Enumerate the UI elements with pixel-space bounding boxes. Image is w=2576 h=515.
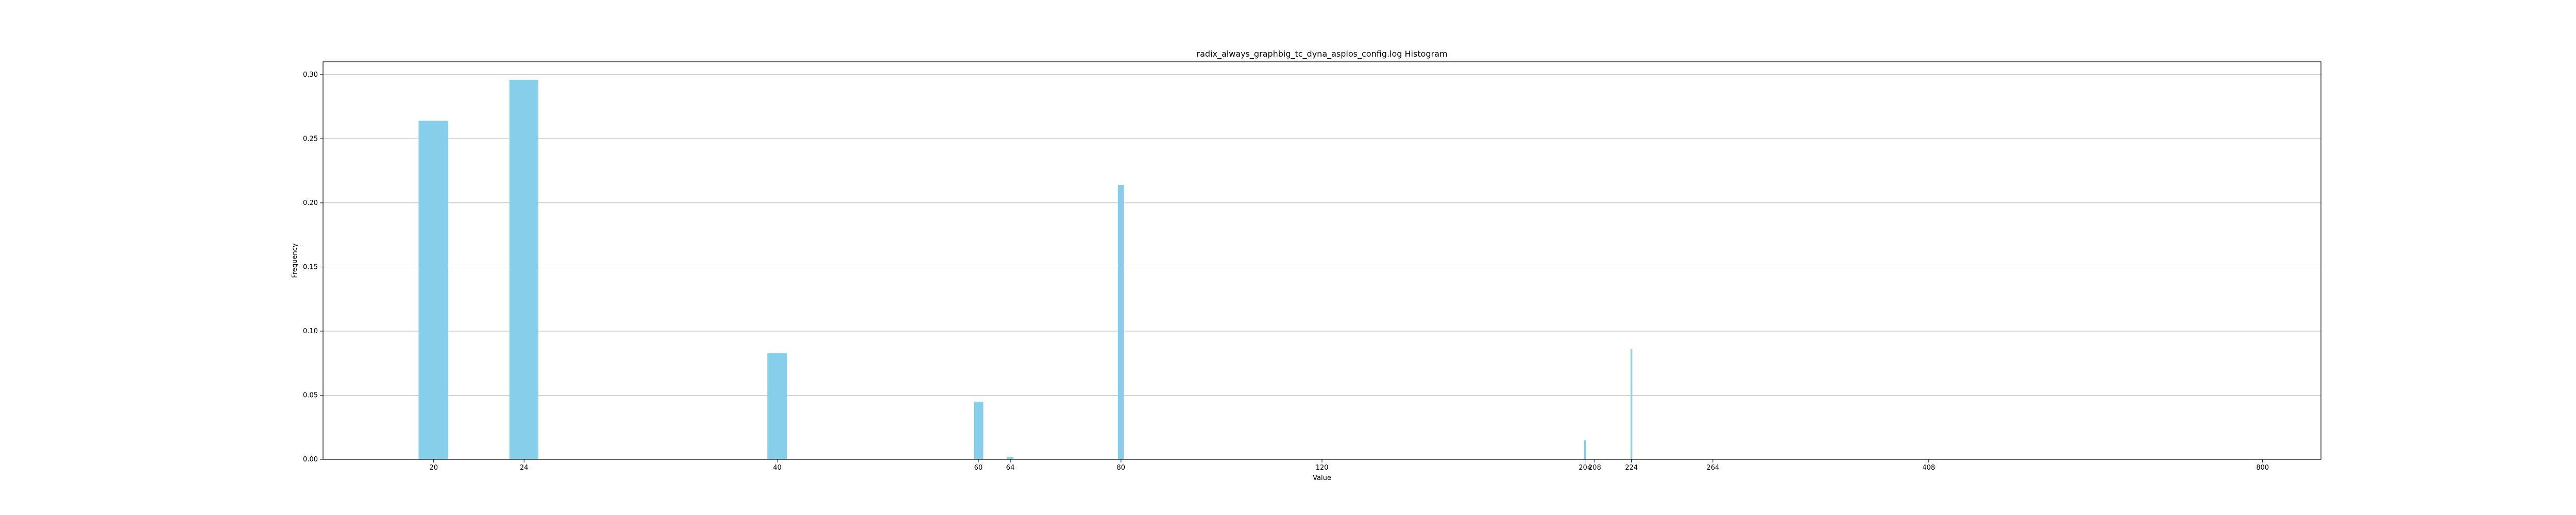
histogram-bar xyxy=(767,353,787,459)
y-tick-label: 0.30 xyxy=(303,71,318,79)
x-tick-label: 60 xyxy=(974,464,983,472)
y-tick-label: 0.00 xyxy=(303,456,318,464)
plot-frame xyxy=(323,61,2321,460)
x-tick-label: 64 xyxy=(1006,464,1015,472)
histogram-bar xyxy=(974,401,984,459)
x-tick-label: 120 xyxy=(1316,464,1329,472)
y-tick-label: 0.15 xyxy=(303,263,318,271)
x-tick-label: 80 xyxy=(1117,464,1126,472)
y-tick-label: 0.10 xyxy=(303,328,318,335)
chart-title: radix_always_graphbig_tc_dyna_asplos_con… xyxy=(1196,49,1447,59)
x-tick-label: 264 xyxy=(1706,464,1719,472)
x-tick-label: 800 xyxy=(2256,464,2269,472)
y-tick-label: 0.25 xyxy=(303,135,318,143)
bars-layer xyxy=(418,79,1633,460)
x-tick-label: 40 xyxy=(773,464,782,472)
y-tick-label: 0.05 xyxy=(303,391,318,399)
histogram-bar xyxy=(509,79,538,460)
x-tick-label: 20 xyxy=(429,464,438,472)
histogram-bar xyxy=(1630,349,1633,459)
histogram-bar xyxy=(1007,457,1014,459)
x-tick-label: 208 xyxy=(1588,464,1601,472)
y-axis-label: Frequency xyxy=(291,243,299,278)
histogram-bar xyxy=(1117,185,1124,460)
histogram-bar xyxy=(418,121,449,460)
x-axis-label: Value xyxy=(1313,474,1331,482)
x-tick-label: 204 xyxy=(1579,464,1591,472)
histogram-bar xyxy=(1584,440,1586,459)
grid-layer xyxy=(323,74,2321,396)
x-tick-label: 408 xyxy=(1922,464,1935,472)
x-tick-label: 24 xyxy=(520,464,529,472)
y-axis: 0.00 0.05 0.10 0.15 0.20 0.25 0.30 xyxy=(303,71,323,464)
y-tick-label: 0.20 xyxy=(303,199,318,207)
x-tick-label: 224 xyxy=(1625,464,1638,472)
